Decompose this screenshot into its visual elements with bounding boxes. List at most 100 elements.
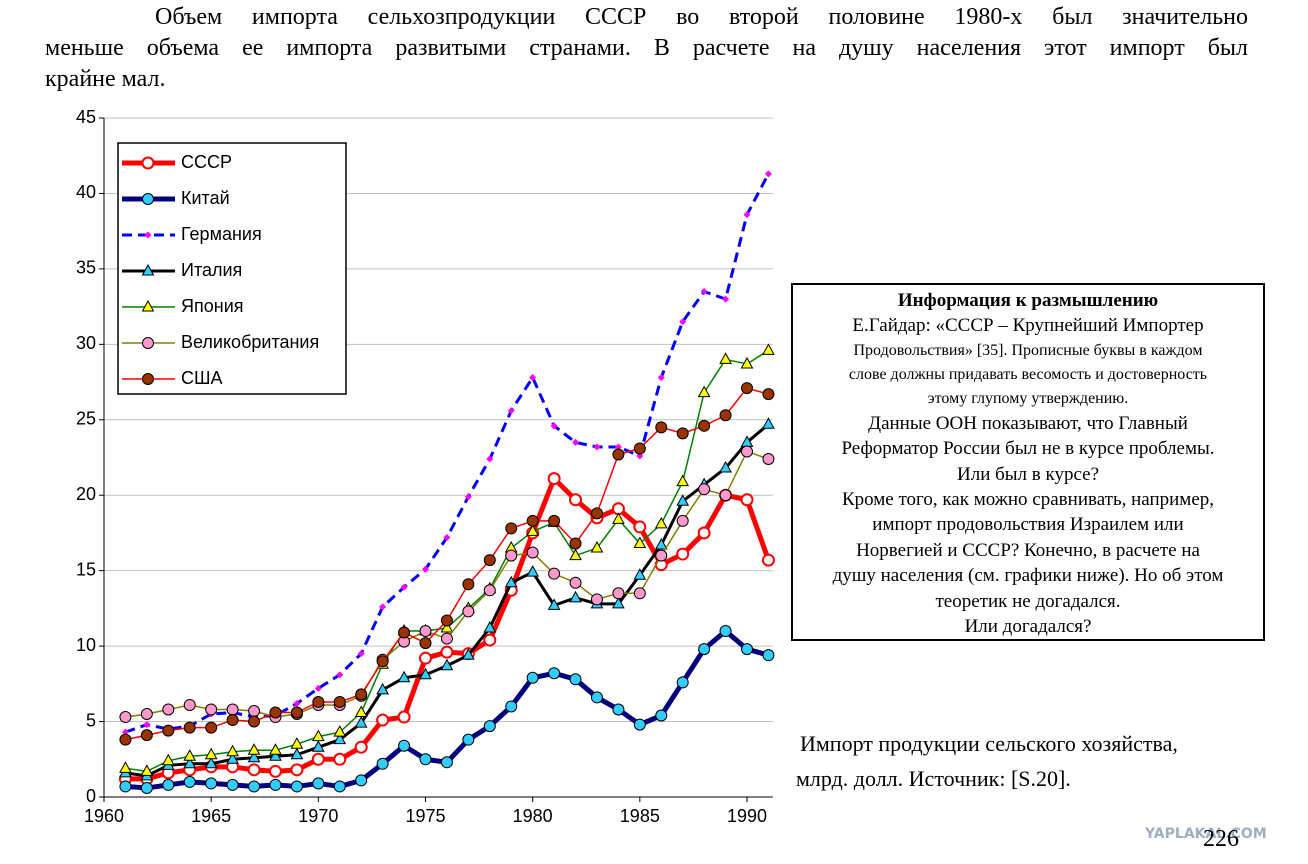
info-line: теоретик не догадался. bbox=[935, 590, 1121, 612]
info-line: душу населения (см. графики ниже). Но об… bbox=[832, 565, 1224, 587]
marker bbox=[269, 743, 282, 755]
x-tick-label: 1975 bbox=[405, 806, 445, 826]
marker bbox=[183, 721, 196, 734]
series bbox=[119, 625, 775, 794]
info-line: Норвегией и СССР? Конечно, в расчете на bbox=[856, 539, 1200, 561]
marker bbox=[614, 443, 622, 451]
marker bbox=[679, 318, 687, 326]
marker bbox=[226, 714, 239, 727]
marker bbox=[247, 763, 261, 777]
caption-line: млрд. долл. Источник: [S.20]. bbox=[796, 766, 1071, 791]
marker bbox=[290, 780, 303, 793]
marker bbox=[204, 756, 218, 769]
marker bbox=[719, 489, 732, 502]
marker bbox=[269, 706, 282, 719]
marker bbox=[505, 549, 518, 562]
marker bbox=[764, 170, 772, 178]
x-tick-label: 1970 bbox=[298, 806, 338, 826]
marker bbox=[290, 747, 304, 760]
marker bbox=[247, 743, 261, 755]
marker bbox=[183, 749, 197, 761]
marker bbox=[376, 682, 389, 695]
info-line: Кроме того, как можно сравнивать, наприм… bbox=[841, 489, 1215, 511]
marker bbox=[657, 374, 665, 382]
marker bbox=[762, 343, 775, 355]
marker bbox=[293, 699, 301, 707]
info-line: Продовольствия» [35]. Прописные буквы в … bbox=[853, 341, 1203, 359]
marker bbox=[398, 626, 411, 639]
marker bbox=[119, 733, 132, 746]
marker bbox=[422, 565, 429, 573]
marker bbox=[507, 407, 515, 415]
marker bbox=[419, 651, 432, 665]
marker bbox=[569, 548, 582, 561]
marker bbox=[398, 739, 411, 752]
marker bbox=[462, 605, 475, 618]
marker bbox=[655, 549, 668, 562]
marker bbox=[505, 700, 518, 713]
legend-label: Китай bbox=[181, 188, 230, 208]
marker bbox=[268, 764, 282, 778]
marker bbox=[719, 461, 732, 473]
marker bbox=[572, 438, 580, 446]
x-tick-label: 1985 bbox=[620, 806, 660, 826]
marker bbox=[483, 720, 496, 733]
marker bbox=[400, 583, 408, 591]
marker bbox=[354, 716, 368, 728]
y-tick-label: 20 bbox=[76, 484, 96, 504]
series-line bbox=[125, 450, 769, 718]
marker bbox=[269, 778, 282, 791]
x-tick-label: 1960 bbox=[84, 806, 124, 826]
series-line bbox=[125, 387, 769, 741]
marker bbox=[700, 288, 708, 296]
marker bbox=[440, 614, 453, 627]
marker bbox=[548, 567, 561, 580]
marker bbox=[226, 778, 239, 791]
marker bbox=[547, 472, 561, 486]
y-tick-label: 5 bbox=[86, 710, 96, 730]
marker bbox=[486, 455, 494, 463]
marker bbox=[483, 584, 496, 597]
header: Объем импорта сельхозпродукции СССР во в… bbox=[45, 2, 1248, 95]
marker bbox=[655, 709, 668, 722]
header-line: крайне мал. bbox=[45, 66, 166, 92]
marker bbox=[719, 625, 732, 638]
marker bbox=[550, 422, 558, 430]
marker bbox=[141, 263, 155, 276]
marker bbox=[633, 568, 647, 580]
marker bbox=[569, 537, 582, 550]
marker bbox=[676, 676, 689, 689]
x-tick-label: 1990 bbox=[727, 806, 767, 826]
marker bbox=[119, 780, 132, 793]
info-box: Информация к размышлению Е.Гайдар: «СССР… bbox=[791, 283, 1265, 641]
marker bbox=[741, 382, 753, 395]
legend-label: Великобритания bbox=[181, 332, 319, 352]
marker bbox=[590, 540, 604, 553]
marker bbox=[462, 578, 475, 591]
marker bbox=[204, 747, 218, 760]
marker bbox=[526, 514, 539, 527]
y-tick-label: 40 bbox=[76, 182, 96, 202]
marker bbox=[504, 575, 518, 588]
marker bbox=[312, 777, 325, 790]
marker bbox=[719, 409, 732, 422]
marker bbox=[676, 494, 690, 506]
page-number: 226 bbox=[1203, 826, 1239, 852]
marker bbox=[226, 744, 239, 757]
marker bbox=[462, 733, 475, 746]
marker bbox=[526, 546, 539, 559]
marker bbox=[248, 704, 261, 717]
marker bbox=[526, 671, 539, 684]
marker bbox=[376, 713, 390, 727]
marker bbox=[483, 633, 497, 647]
marker bbox=[654, 537, 668, 550]
marker bbox=[333, 725, 347, 737]
info-title: Информация к размышлению bbox=[897, 290, 1159, 311]
y-tick-label: 30 bbox=[76, 333, 96, 353]
marker bbox=[443, 533, 451, 541]
marker bbox=[462, 648, 475, 660]
info-line: слове должны придавать весомость и досто… bbox=[848, 365, 1208, 383]
marker bbox=[593, 443, 601, 451]
marker bbox=[119, 761, 132, 773]
